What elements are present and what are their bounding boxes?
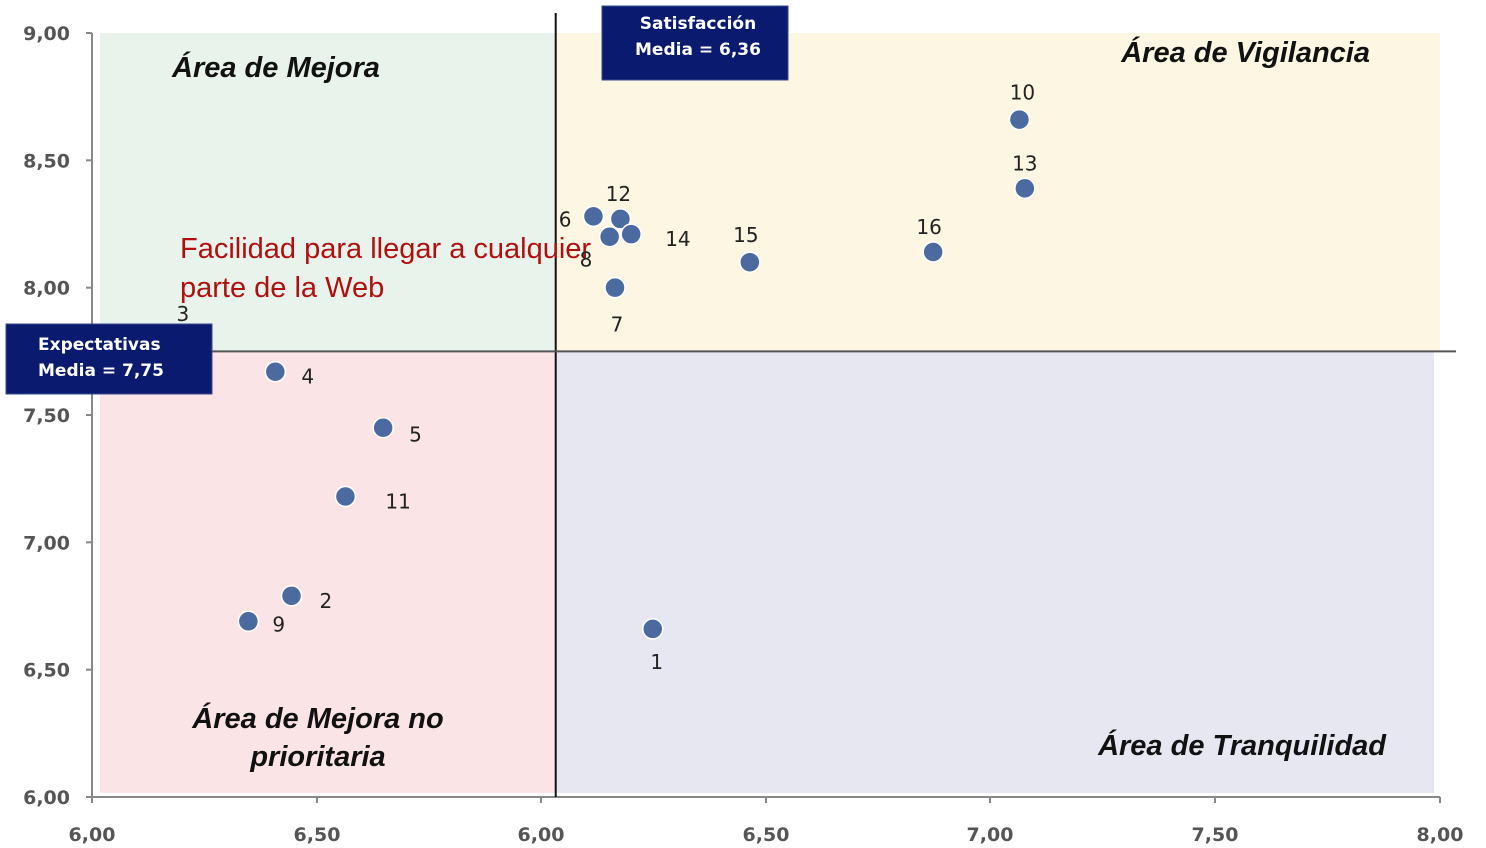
quadrant-label-mejora-no-prioritaria-line1: Área de Mejora no (191, 702, 443, 735)
data-point-label: 9 (272, 612, 285, 636)
data-point (372, 416, 394, 439)
data-point (739, 251, 761, 273)
data-point-label: 1 (650, 650, 663, 674)
expectation-mean-box: Expectativas Media = 7,75 (5, 323, 213, 395)
y-tick-label: 7,00 (23, 532, 70, 554)
y-tick-label: 8,50 (23, 150, 70, 172)
x-tick-label: 6,50 (743, 824, 790, 846)
x-tick-label: 6,50 (294, 824, 341, 846)
quadrant-bottom-left-bg (100, 351, 556, 793)
satisfaction-box-title: Satisfacción (640, 14, 756, 34)
data-point (620, 223, 642, 245)
satisfaction-box-value: Media = 6,36 (635, 40, 761, 60)
data-point (1008, 108, 1031, 131)
data-point-label: 14 (665, 227, 690, 251)
data-point-label: 12 (606, 182, 631, 206)
annotation-line2: parte de la Web (180, 272, 384, 304)
data-point (642, 618, 664, 640)
data-point (237, 610, 260, 633)
x-tick-label: 6,00 (518, 824, 565, 846)
quadrant-label-vigilancia: Área de Vigilancia (1120, 36, 1370, 69)
data-point-label: 10 (1010, 81, 1035, 105)
axes: 6,00 6,50 7,00 7,50 8,00 8,50 9,00 6,00 6,50 6,00… (23, 23, 1463, 846)
x-tick-label: 7,50 (1192, 824, 1239, 846)
x-tick-label: 7,00 (967, 824, 1014, 846)
x-tick-label: 6,00 (69, 824, 116, 846)
quadrant-bottom-right-bg (555, 351, 1434, 793)
data-point (264, 360, 287, 383)
quadrant-label-mejora-no-prioritaria-line2: prioritaria (249, 741, 385, 773)
data-point-label: 6 (559, 207, 572, 231)
y-tick-label: 6,50 (23, 660, 70, 682)
x-tick-label: 8,00 (1417, 824, 1464, 846)
quadrant-top-left-bg (100, 33, 556, 352)
satisfaction-mean-box: Satisfacción Media = 6,36 (601, 5, 789, 81)
y-tick-label: 6,00 (23, 787, 70, 809)
data-point (609, 208, 632, 230)
data-point-label: 7 (611, 313, 624, 337)
data-point-label: 8 (580, 248, 593, 272)
data-point-label: 15 (733, 223, 758, 247)
data-point-label: 16 (916, 215, 941, 239)
data-point (604, 276, 626, 299)
data-point (922, 241, 944, 263)
data-point (582, 205, 605, 228)
quadrant-label-mejora: Área de Mejora (171, 51, 380, 84)
y-tick-label: 8,00 (23, 278, 70, 300)
expectation-box-value: Media = 7,75 (38, 361, 164, 381)
data-point-label: 4 (301, 365, 314, 389)
data-point (1014, 177, 1036, 200)
quadrant-top-right-bg (555, 33, 1440, 352)
data-point (334, 485, 357, 508)
y-tick-label: 9,00 (23, 23, 70, 45)
data-point (598, 225, 621, 248)
data-point-label: 5 (409, 423, 422, 447)
data-point (280, 585, 303, 607)
quadrant-label-tranquilidad: Área de Tranquilidad (1097, 729, 1387, 762)
annotation-line1: Facilidad para llegar a cualquier (180, 233, 591, 265)
data-point-label: 13 (1012, 151, 1037, 175)
data-point-label: 11 (385, 489, 410, 513)
data-point-label: 2 (320, 589, 333, 613)
expectation-box-title: Expectativas (38, 335, 161, 355)
data-point-label: 3 (177, 302, 190, 326)
y-tick-label: 7,50 (23, 405, 70, 427)
